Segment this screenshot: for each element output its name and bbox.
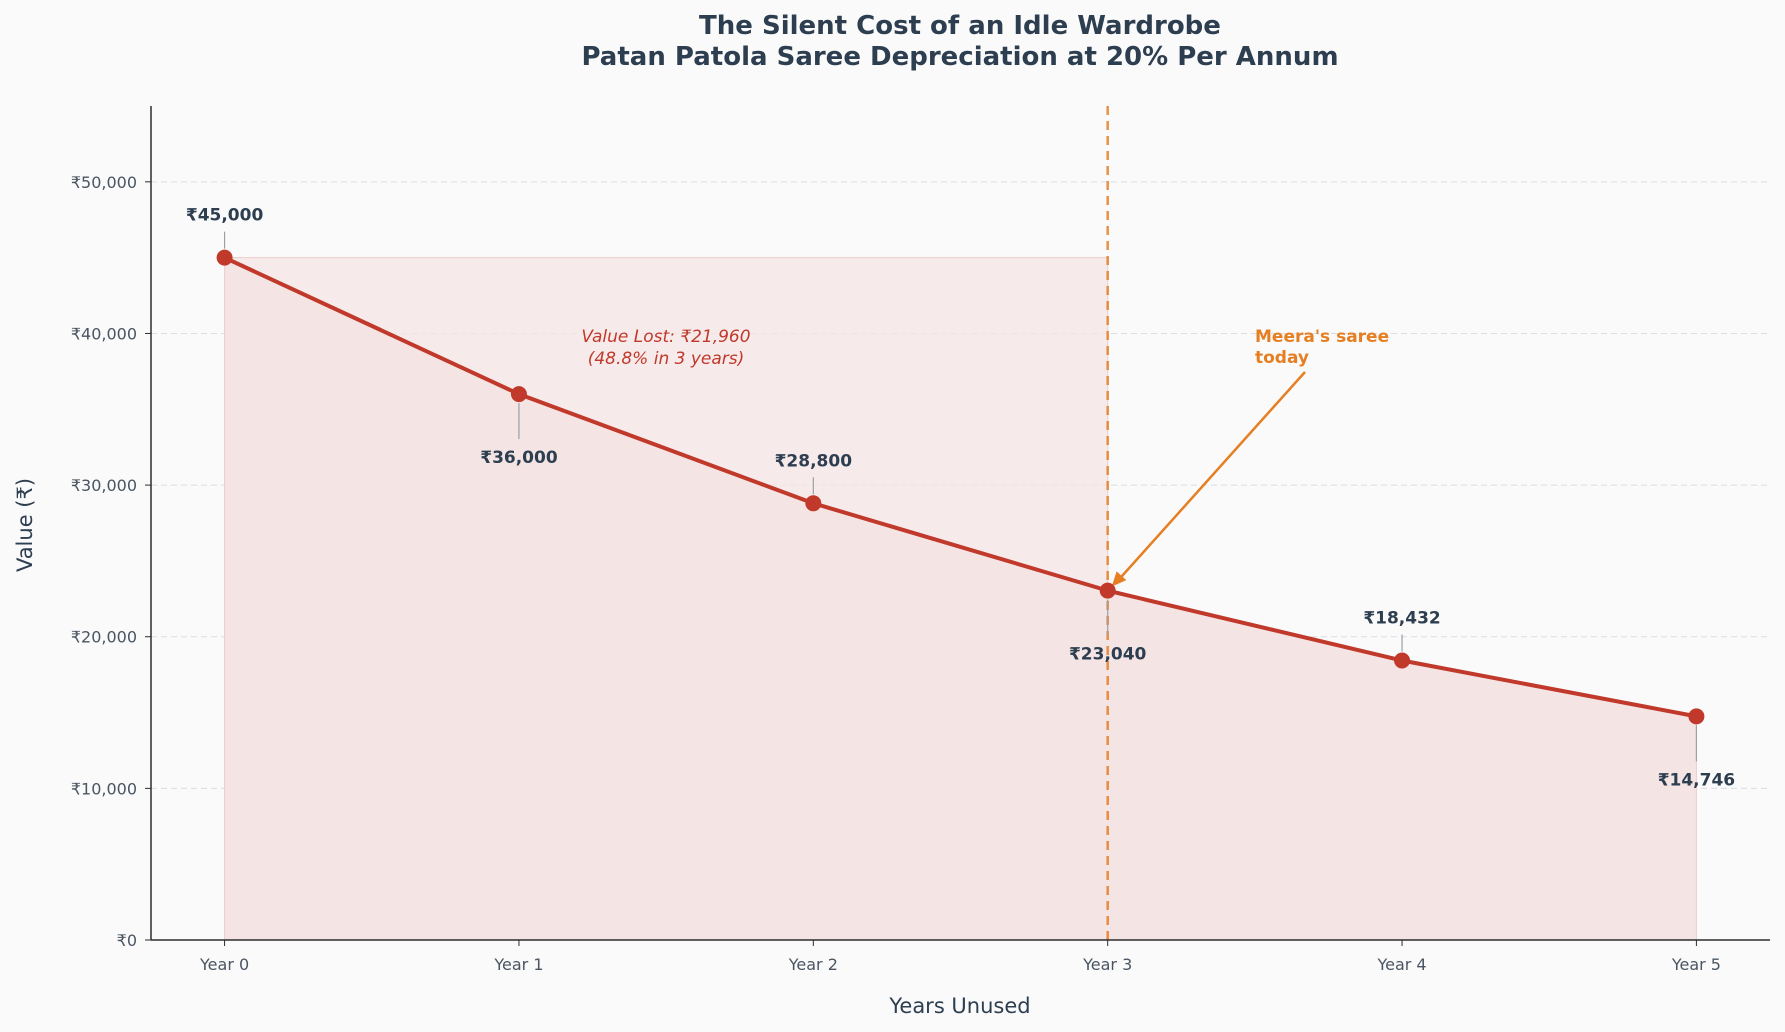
callout-label: Meera's saree [1255,327,1389,347]
y-tick-label: ₹30,000 [71,476,137,495]
series-line [223,255,1697,719]
callout-label-today: today [1255,348,1309,368]
data-point [510,386,527,403]
x-tick-label: Year 0 [199,955,249,974]
x-tick-label: Year 2 [788,955,838,974]
depreciation-line [223,255,1697,719]
x-axis-label: Years Unused [888,994,1030,1018]
data-label: ₹45,000 [186,206,264,226]
value-lost-percent-label: (48.8% in 3 years) [588,349,745,369]
chart-subtitle: Patan Patola Saree Depreciation at 20% P… [581,42,1338,72]
callout-arrow-shaft [1118,371,1306,580]
data-label: ₹18,432 [1363,609,1440,629]
x-tick-label: Year 4 [1376,955,1426,974]
data-labels: ₹45,000 ₹36,000 ₹28,800 ₹23,040 ₹18,432 ₹14,7… [186,206,1735,791]
data-point [1688,708,1705,725]
value-lost-label: Value Lost: ₹21,960 [581,327,750,347]
chart-title: The Silent Cost of an Idle Wardrobe [699,11,1221,41]
y-tick-label: ₹50,000 [71,173,137,192]
y-tick-label: ₹0 [117,931,137,950]
data-point [805,495,822,512]
x-tick-label: Year 5 [1671,955,1721,974]
area-fills [224,256,1697,941]
data-point [1394,652,1411,669]
x-tick-label: Year 1 [493,955,543,974]
y-tick-label: ₹40,000 [71,324,137,343]
y-axis-label: Value (₹) [13,478,37,572]
callout-arrow-head [1111,571,1127,587]
y-tick-label: ₹10,000 [71,779,137,798]
highlight-marker [1106,106,1306,940]
data-label: ₹28,800 [775,451,853,471]
data-label: ₹14,746 [1658,770,1735,790]
data-label: ₹23,040 [1069,645,1147,665]
x-tick-label: Year 3 [1082,955,1132,974]
data-label: ₹36,000 [480,448,558,468]
axes: ₹0 ₹10,000 ₹20,000 ₹30,000 ₹40,000 ₹50,000 Yea… [71,106,1770,974]
data-point [216,249,233,266]
y-tick-label: ₹20,000 [71,628,137,647]
data-point [1099,582,1116,599]
